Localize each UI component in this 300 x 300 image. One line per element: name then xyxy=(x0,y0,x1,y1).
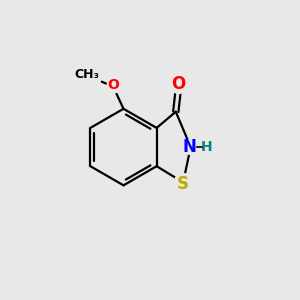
Circle shape xyxy=(170,77,187,94)
Circle shape xyxy=(79,66,100,87)
Text: N: N xyxy=(182,138,196,156)
Text: O: O xyxy=(172,75,186,93)
Circle shape xyxy=(183,140,198,154)
Circle shape xyxy=(174,174,192,191)
Circle shape xyxy=(107,80,120,93)
Circle shape xyxy=(78,64,101,88)
Text: H: H xyxy=(201,140,213,154)
Text: S: S xyxy=(177,175,189,193)
Text: CH₃: CH₃ xyxy=(74,68,99,81)
Text: O: O xyxy=(107,78,119,92)
